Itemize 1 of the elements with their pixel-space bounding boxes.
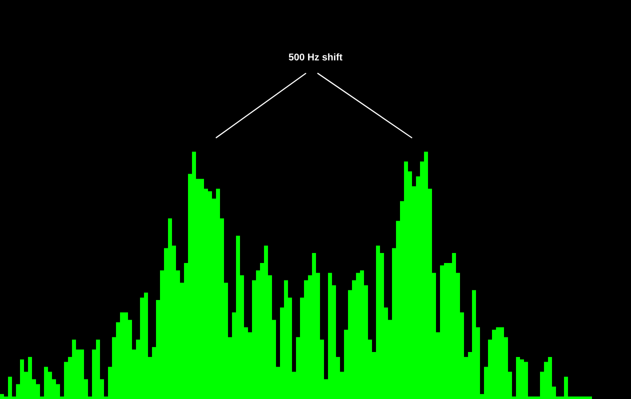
text: 500 Hz shift [288,53,342,60]
